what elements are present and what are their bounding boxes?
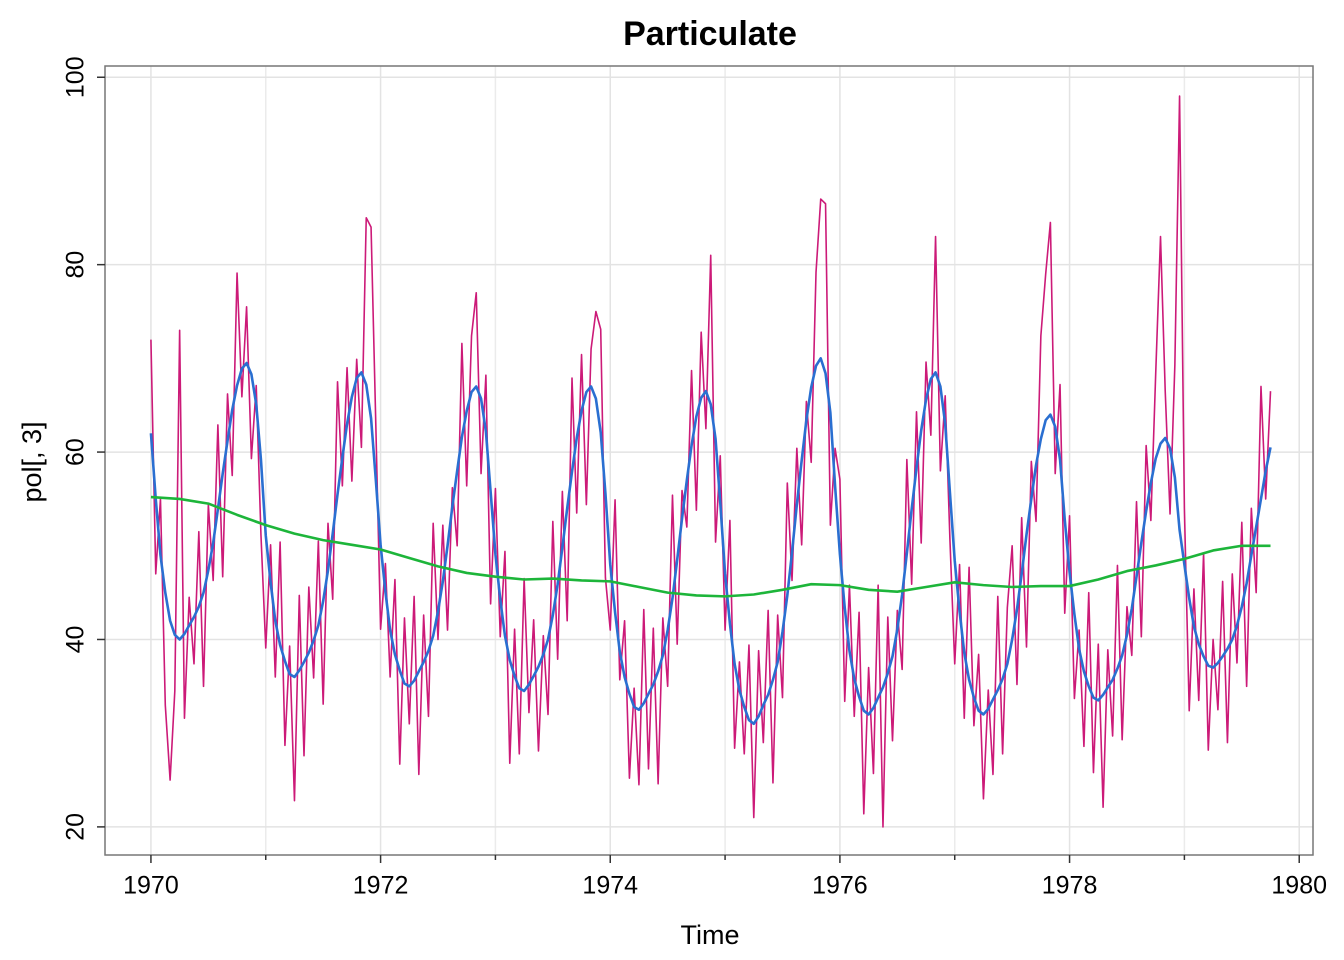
x-tick-label: 1978 (1042, 872, 1098, 900)
x-tick-label: 1980 (1271, 872, 1327, 900)
plot-frame (104, 65, 1314, 856)
series-line (149, 357, 1272, 726)
x-tick-label: 1974 (582, 872, 638, 900)
y-axis-label: pol[, 3] (17, 421, 47, 502)
y-tick-label: 20 (62, 813, 90, 841)
y-tick-label: 100 (62, 56, 90, 98)
series-line (150, 495, 1271, 598)
y-tick-label: 40 (62, 626, 90, 654)
x-axis-label: Time (681, 920, 740, 950)
chart-title: Particulate (623, 15, 797, 53)
y-tick-label: 60 (62, 438, 90, 466)
x-tick-label: 1976 (812, 872, 868, 900)
y-tick-label: 80 (62, 251, 90, 279)
series-line (150, 95, 1272, 828)
x-tick-label: 1970 (123, 872, 179, 900)
x-tick-label: 1972 (353, 872, 409, 900)
